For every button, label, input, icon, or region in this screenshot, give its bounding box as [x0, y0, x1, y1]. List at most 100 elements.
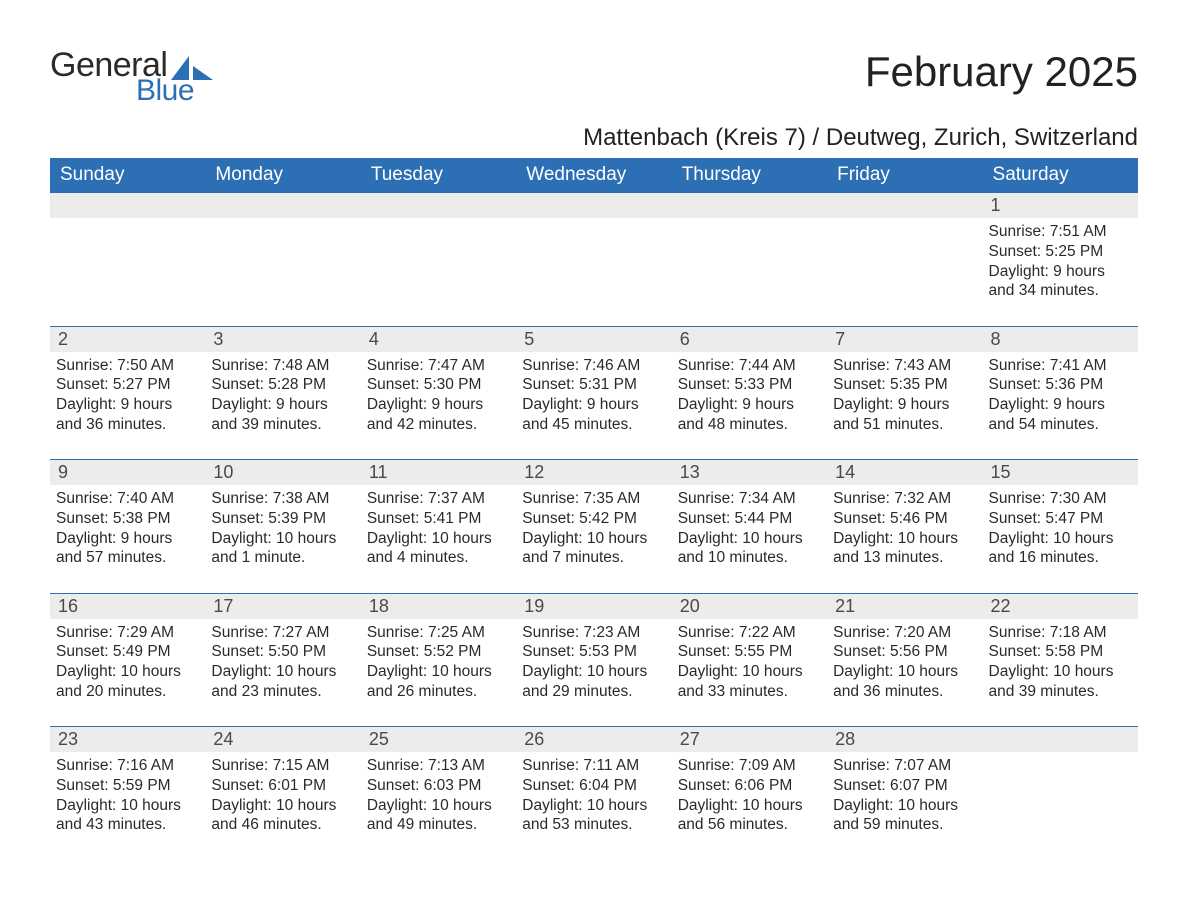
daylight-line: Daylight: 10 hours and 16 minutes.: [989, 530, 1114, 567]
day-details-empty: [516, 218, 671, 326]
sunrise-line: Sunrise: 7:07 AM: [833, 757, 951, 774]
sunrise-line: Sunrise: 7:27 AM: [211, 624, 329, 641]
day-number: 12: [516, 460, 671, 486]
sunrise-line: Sunrise: 7:34 AM: [678, 490, 796, 507]
sunrise-line: Sunrise: 7:40 AM: [56, 490, 174, 507]
calendar-table: SundayMondayTuesdayWednesdayThursdayFrid…: [50, 158, 1138, 860]
sunrise-line: Sunrise: 7:11 AM: [522, 757, 639, 774]
day-details: Sunrise: 7:34 AM Sunset: 5:44 PM Daylight:…: [672, 485, 827, 593]
daylight-line: Daylight: 9 hours and 51 minutes.: [833, 396, 949, 433]
sunset-line: Sunset: 5:38 PM: [56, 510, 171, 527]
day-number: 11: [361, 460, 516, 486]
sunrise-line: Sunrise: 7:20 AM: [833, 624, 951, 641]
daylight-line: Daylight: 9 hours and 45 minutes.: [522, 396, 638, 433]
sunrise-line: Sunrise: 7:22 AM: [678, 624, 796, 641]
day-details: Sunrise: 7:27 AMSunset: 5:50 PMDaylight:…: [205, 619, 360, 727]
day-details: Sunrise: 7:48 AMSunset: 5:28 PMDaylight:…: [205, 352, 360, 460]
weekday-header: Wednesday: [516, 158, 671, 193]
sunrise-line: Sunrise: 7:23 AM: [522, 624, 640, 641]
sunset-line: Sunset: 5:44 PM: [678, 510, 793, 527]
sunset-line: Sunset: 5:53 PM: [522, 643, 637, 660]
brand-logo: General Blue: [50, 48, 213, 106]
location-subtitle: Mattenbach (Kreis 7) / Deutweg, Zurich, …: [50, 124, 1138, 152]
day-number: 5: [516, 326, 671, 352]
sunset-line: Sunset: 5:27 PM: [56, 376, 171, 393]
day-number: 14: [827, 460, 982, 486]
day-number: 3: [205, 326, 360, 352]
daylight-line: Daylight: 9 hours and 54 minutes.: [989, 396, 1105, 433]
day-number-empty: [672, 193, 827, 219]
sunrise-line: Sunrise: 7:32 AM: [833, 490, 951, 507]
day-number: 28: [827, 727, 982, 753]
sunset-line: Sunset: 6:07 PM: [833, 777, 948, 794]
day-details: Sunrise: 7:51 AMSunset: 5:25 PMDaylight:…: [983, 218, 1138, 326]
day-details: Sunrise: 7:41 AMSunset: 5:36 PMDaylight:…: [983, 352, 1138, 460]
day-details: Sunrise: 7:40 AM Sunset: 5:38 PM Daylight:…: [50, 485, 205, 593]
day-detail-row: Sunrise: 7:51 AMSunset: 5:25 PMDaylight:…: [50, 218, 1138, 326]
day-details: Sunrise: 7:16 AMSunset: 5:59 PMDaylight:…: [50, 752, 205, 860]
day-number: 13: [672, 460, 827, 486]
day-details: Sunrise: 7:18 AMSunset: 5:58 PMDaylight:…: [983, 619, 1138, 727]
day-number: 21: [827, 593, 982, 619]
day-number-empty: [361, 193, 516, 219]
day-number-empty: [516, 193, 671, 219]
sunrise-line: Sunrise: 7:44 AM: [678, 357, 796, 374]
weekday-header: Friday: [827, 158, 982, 193]
day-details: Sunrise: 7:23 AMSunset: 5:53 PMDaylight:…: [516, 619, 671, 727]
sunset-line: Sunset: 5:52 PM: [367, 643, 482, 660]
sunset-line: Sunset: 6:04 PM: [522, 777, 637, 794]
day-number-row: 2345678: [50, 326, 1138, 352]
weekday-header: Sunday: [50, 158, 205, 193]
sunset-line: Sunset: 5:31 PM: [522, 376, 637, 393]
day-details: Sunrise: 7:35 AM Sunset: 5:42 PM Daylight:…: [516, 485, 671, 593]
daylight-line: Daylight: 10 hours and 49 minutes.: [367, 797, 492, 834]
daylight-line: Daylight: 10 hours and 13 minutes.: [833, 530, 958, 567]
day-details-empty: [361, 218, 516, 326]
sunset-line: Sunset: 5:30 PM: [367, 376, 482, 393]
sunrise-line: Sunrise: 7:50 AM: [56, 357, 174, 374]
day-details: Sunrise: 7:07 AMSunset: 6:07 PMDaylight:…: [827, 752, 982, 860]
sunset-line: Sunset: 5:39 PM: [211, 510, 326, 527]
day-number: 6: [672, 326, 827, 352]
day-number: 1: [983, 193, 1138, 219]
sunrise-line: Sunrise: 7:35 AM: [522, 490, 640, 507]
sunset-line: Sunset: 6:03 PM: [367, 777, 482, 794]
day-details: Sunrise: 7:44 AMSunset: 5:33 PMDaylight:…: [672, 352, 827, 460]
sunset-line: Sunset: 5:28 PM: [211, 376, 326, 393]
sunrise-line: Sunrise: 7:41 AM: [989, 357, 1107, 374]
day-details: Sunrise: 7:29 AMSunset: 5:49 PMDaylight:…: [50, 619, 205, 727]
day-number: 10: [205, 460, 360, 486]
day-number-empty: [50, 193, 205, 219]
day-details: Sunrise: 7:15 AMSunset: 6:01 PMDaylight:…: [205, 752, 360, 860]
day-details-empty: [50, 218, 205, 326]
day-details: Sunrise: 7:09 AMSunset: 6:06 PMDaylight:…: [672, 752, 827, 860]
daylight-line: Daylight: 9 hours and 57 minutes.: [56, 530, 172, 567]
day-number: 25: [361, 727, 516, 753]
month-title: February 2025: [865, 48, 1138, 96]
daylight-line: Daylight: 10 hours and 39 minutes.: [989, 663, 1114, 700]
daylight-line: Daylight: 10 hours and 7 minutes.: [522, 530, 647, 567]
sunrise-line: Sunrise: 7:37 AM: [367, 490, 485, 507]
daylight-line: Daylight: 10 hours and 1 minute.: [211, 530, 336, 567]
daylight-line: Daylight: 9 hours and 34 minutes.: [989, 263, 1105, 300]
weekday-header: Thursday: [672, 158, 827, 193]
day-number: 23: [50, 727, 205, 753]
day-number-row: 16171819202122: [50, 593, 1138, 619]
daylight-line: Daylight: 10 hours and 20 minutes.: [56, 663, 181, 700]
daylight-line: Daylight: 10 hours and 56 minutes.: [678, 797, 803, 834]
sunrise-line: Sunrise: 7:09 AM: [678, 757, 796, 774]
daylight-line: Daylight: 10 hours and 10 minutes.: [678, 530, 803, 567]
day-number: 4: [361, 326, 516, 352]
sunrise-line: Sunrise: 7:46 AM: [522, 357, 640, 374]
daylight-line: Daylight: 10 hours and 53 minutes.: [522, 797, 647, 834]
day-number-row: 1: [50, 193, 1138, 219]
day-details: Sunrise: 7:13 AMSunset: 6:03 PMDaylight:…: [361, 752, 516, 860]
day-details: Sunrise: 7:43 AMSunset: 5:35 PMDaylight:…: [827, 352, 982, 460]
day-details: Sunrise: 7:30 AMSunset: 5:47 PMDaylight:…: [983, 485, 1138, 593]
daylight-line: Daylight: 9 hours and 48 minutes.: [678, 396, 794, 433]
day-number-row: 9101112131415: [50, 460, 1138, 486]
day-number: 9: [50, 460, 205, 486]
sunset-line: Sunset: 5:42 PM: [522, 510, 637, 527]
sunset-line: Sunset: 5:50 PM: [211, 643, 326, 660]
daylight-line: Daylight: 10 hours and 46 minutes.: [211, 797, 336, 834]
